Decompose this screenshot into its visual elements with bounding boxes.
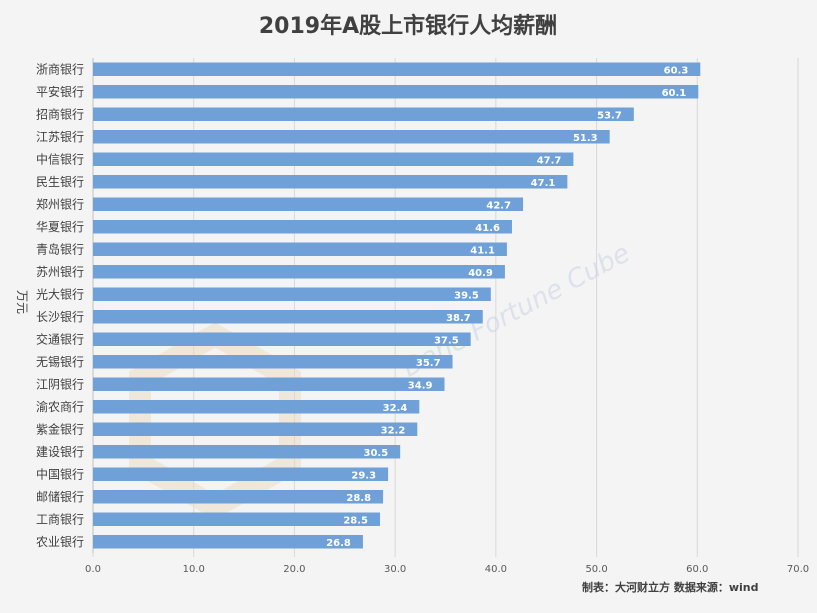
category-label: 招商银行	[36, 106, 84, 121]
category-label: 青岛银行	[36, 241, 84, 256]
bar	[93, 445, 401, 459]
category-label: 光大银行	[36, 287, 84, 301]
x-tick-label: 10.0	[183, 564, 205, 575]
category-label: 苏州银行	[36, 265, 84, 279]
data-label: 28.5	[343, 515, 368, 526]
category-label: 郑州银行	[36, 196, 84, 211]
x-tick-label: 50.0	[585, 564, 607, 575]
bar	[93, 400, 420, 414]
category-label: 江阴银行	[36, 377, 84, 391]
data-label: 39.5	[454, 290, 479, 301]
footer-source: 制表：大河财立方 数据来源：wind	[582, 580, 758, 594]
data-label: 28.8	[346, 493, 371, 504]
bar	[93, 220, 512, 234]
data-label: 41.1	[470, 245, 495, 256]
bar	[93, 265, 505, 279]
bar	[93, 197, 524, 211]
data-label: 38.7	[446, 313, 471, 324]
category-label: 江苏银行	[36, 130, 84, 144]
chart-title: 2019年A股上市银行人均薪酬	[259, 13, 557, 39]
x-tick-label: 60.0	[686, 564, 708, 575]
data-label: 42.7	[486, 200, 511, 211]
bar	[93, 152, 574, 166]
data-label: 32.4	[383, 403, 408, 414]
data-label: 60.1	[662, 88, 687, 99]
category-label: 建设银行	[36, 445, 84, 459]
bar	[93, 107, 634, 121]
bar	[93, 287, 491, 301]
x-tick-label: 30.0	[384, 564, 406, 575]
category-label: 平安银行	[36, 84, 84, 99]
x-tick-label: 70.0	[787, 564, 809, 575]
data-label: 40.9	[468, 268, 493, 279]
category-label: 民生银行	[36, 175, 84, 189]
bar	[93, 62, 701, 76]
data-label: 47.1	[531, 178, 556, 189]
bar	[93, 377, 445, 391]
data-label: 35.7	[416, 358, 441, 369]
data-label: 60.3	[664, 65, 689, 76]
category-labels: 浙商银行平安银行招商银行江苏银行中信银行民生银行郑州银行华夏银行青岛银行苏州银行…	[36, 61, 84, 549]
category-label: 华夏银行	[36, 220, 84, 234]
data-label: 53.7	[597, 110, 622, 121]
category-label: 中国银行	[36, 466, 84, 481]
x-tick-label: 40.0	[485, 564, 507, 575]
data-label: 37.5	[434, 335, 459, 346]
bar	[93, 130, 610, 144]
category-label: 无锡银行	[36, 354, 84, 369]
category-label: 渝农商行	[36, 399, 84, 414]
category-label: 长沙银行	[36, 310, 84, 324]
data-label: 29.3	[351, 470, 376, 481]
y-axis-label: 万元	[15, 290, 29, 314]
data-label: 47.7	[537, 155, 562, 166]
bar	[93, 355, 453, 369]
x-tick-labels: 0.0 10.0 20.0 30.0 40.0 50.0 60.0 70.0	[85, 564, 809, 575]
category-label: 中信银行	[36, 151, 84, 166]
category-label: 交通银行	[36, 331, 84, 346]
x-tick-label: 20.0	[283, 564, 305, 575]
bar	[93, 535, 363, 549]
bar	[93, 422, 418, 436]
bar	[93, 175, 568, 189]
data-label: 26.8	[326, 538, 351, 549]
category-label: 农业银行	[36, 535, 84, 549]
category-label: 工商银行	[36, 511, 84, 526]
data-label: 34.9	[408, 380, 433, 391]
data-label: 32.2	[381, 425, 406, 436]
category-label: 浙商银行	[36, 61, 84, 76]
bar	[93, 512, 381, 526]
data-label: 51.3	[573, 133, 598, 144]
watermark: Dahe Fortune Cube	[129, 238, 635, 520]
bars: 60.3 60.1 53.7 51.3 47.7 47.1 42.7 41.6 41.1 40.9…	[93, 62, 701, 549]
category-label: 邮储银行	[36, 489, 84, 504]
bar	[93, 467, 389, 481]
x-tick-label: 0.0	[85, 564, 101, 575]
data-label: 41.6	[475, 223, 500, 234]
bar	[93, 85, 699, 99]
bar	[93, 490, 384, 504]
bar	[93, 310, 483, 324]
bar	[93, 242, 507, 256]
bar	[93, 332, 471, 346]
category-label: 紫金银行	[36, 421, 84, 436]
data-label: 30.5	[363, 448, 388, 459]
